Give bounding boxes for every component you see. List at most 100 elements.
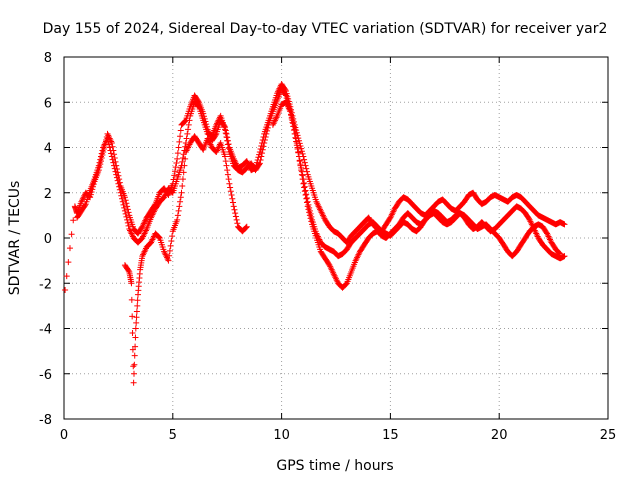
data-point [66, 245, 73, 252]
data-point [132, 334, 139, 341]
data-point [95, 162, 102, 169]
data-point [224, 141, 231, 148]
data-point [171, 172, 178, 179]
data-point [296, 157, 303, 164]
y-tick-label: 8 [44, 51, 52, 66]
y-axis-label: SDTVAR / TECUs [7, 181, 23, 296]
data-point [303, 168, 310, 175]
data-point [130, 379, 137, 386]
data-point [227, 188, 234, 195]
data-point [169, 233, 176, 240]
data-point [177, 198, 184, 205]
data-point [122, 210, 129, 217]
data-point [261, 136, 268, 143]
data-point [129, 313, 136, 320]
data-point [131, 352, 138, 359]
data-point [282, 92, 289, 99]
data-point [106, 144, 113, 151]
data-point [297, 142, 304, 149]
data-point [133, 308, 140, 315]
data-point [301, 179, 308, 186]
data-point [285, 100, 292, 107]
data-point [259, 150, 266, 157]
data-point [105, 141, 112, 148]
data-point [306, 207, 313, 214]
data-point [303, 195, 310, 202]
data-point [308, 213, 315, 220]
data-point [166, 247, 173, 254]
data-point [179, 176, 186, 183]
y-tick-label: -2 [39, 277, 52, 292]
x-tick-label: 10 [273, 428, 290, 443]
data-point [62, 287, 69, 294]
data-point [184, 130, 191, 137]
data-point [283, 95, 290, 102]
data-point [302, 162, 309, 169]
data-point [98, 150, 105, 157]
data-point [97, 153, 104, 160]
x-tick-label: 25 [600, 428, 617, 443]
data-point [298, 168, 305, 175]
data-point [228, 192, 235, 199]
y-tick-label: 0 [44, 232, 52, 247]
data-point [343, 281, 350, 288]
data-point [125, 267, 132, 274]
data-point [128, 296, 135, 303]
data-point [285, 103, 292, 110]
data-point [175, 144, 182, 151]
data-point [125, 222, 132, 229]
data-point [225, 145, 232, 152]
data-point [230, 199, 237, 206]
data-point [264, 127, 271, 134]
data-point [224, 171, 231, 178]
data-point [134, 297, 141, 304]
data-point [183, 135, 190, 142]
data-point [525, 215, 532, 222]
data-point [114, 177, 121, 184]
data-point [185, 121, 192, 128]
data-point [243, 224, 250, 231]
data-point [257, 156, 264, 163]
data-point [165, 257, 172, 264]
data-point [156, 234, 163, 241]
data-point [176, 203, 183, 210]
data-point [300, 176, 307, 183]
data-point [117, 189, 124, 196]
x-tick-label: 0 [60, 428, 68, 443]
data-point [295, 149, 302, 156]
x-tick-label: 20 [491, 428, 508, 443]
data-point [226, 180, 233, 187]
data-point [233, 216, 240, 223]
data-point [186, 117, 193, 124]
data-point [167, 242, 174, 249]
data-point [195, 103, 202, 110]
data-point [111, 165, 118, 172]
data-point [306, 204, 313, 211]
data-point [108, 150, 115, 157]
data-point [229, 195, 236, 202]
data-point [118, 192, 125, 199]
data-point [222, 130, 229, 137]
data-point [259, 146, 266, 153]
data-point [301, 156, 308, 163]
data-point [298, 148, 305, 155]
data-point [286, 105, 293, 112]
data-point [181, 147, 188, 154]
data-point [134, 302, 141, 309]
data-point [130, 363, 137, 370]
data-point [177, 133, 184, 140]
data-point [561, 253, 568, 260]
data-point [97, 156, 104, 163]
data-point [305, 201, 312, 208]
data-point [70, 217, 77, 224]
data-point [175, 207, 182, 214]
data-point [234, 220, 241, 227]
data-point [108, 153, 115, 160]
data-point [561, 221, 568, 228]
data-point [543, 229, 550, 236]
data-point [288, 112, 295, 119]
data-point [303, 165, 310, 172]
data-point [132, 343, 139, 350]
data-point [178, 162, 185, 169]
